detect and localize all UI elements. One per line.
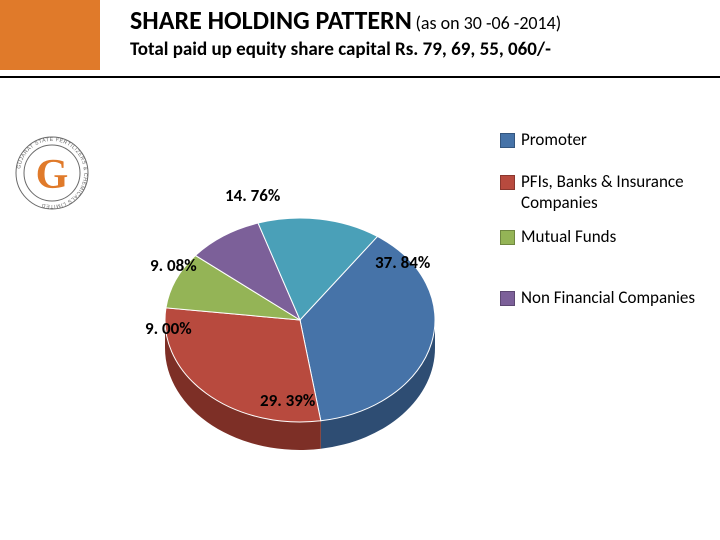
- legend-label: Promoter: [521, 130, 587, 150]
- pie-slice-label: 37. 84%: [375, 252, 430, 273]
- header: SHARE HOLDING PATTERN (as on 30 -06 -201…: [130, 4, 710, 61]
- legend-label: Mutual Funds: [521, 227, 616, 247]
- divider: [0, 76, 720, 78]
- legend-swatch: [500, 133, 515, 148]
- logo-letter: G: [36, 152, 69, 198]
- legend-item: Non Financial Companies: [500, 288, 705, 308]
- legend-item: PFIs, Banks & Insurance Companies: [500, 172, 705, 213]
- pie-slice-label: 9. 00%: [145, 318, 192, 339]
- legend-label: PFIs, Banks & Insurance Companies: [521, 172, 705, 213]
- title-date: (as on 30 -06 -2014): [415, 12, 561, 34]
- subtitle: Total paid up equity share capital Rs. 7…: [130, 38, 710, 61]
- pie-slice-label: 9. 08%: [150, 255, 197, 276]
- company-logo: G GUJARAT STATE FERTILIZERS & CHEMICALS …: [12, 108, 92, 238]
- legend-item: Mutual Funds: [500, 227, 705, 247]
- page-title: SHARE HOLDING PATTERN (as on 30 -06 -201…: [130, 4, 710, 36]
- legend-item: Promoter: [500, 130, 705, 150]
- logo-svg: G GUJARAT STATE FERTILIZERS & CHEMICALS …: [12, 108, 92, 238]
- legend-swatch: [500, 230, 515, 245]
- title-main: SHARE HOLDING PATTERN: [130, 4, 412, 36]
- pie-slice-label: 29. 39%: [260, 390, 315, 411]
- accent-block: [0, 0, 100, 70]
- pie-chart: 37. 84% 29. 39% 9. 00% 9. 08% 14. 76%: [120, 140, 480, 500]
- legend-label: Non Financial Companies: [521, 288, 695, 308]
- legend-swatch: [500, 291, 515, 306]
- legend-swatch: [500, 175, 515, 190]
- slide: SHARE HOLDING PATTERN (as on 30 -06 -201…: [0, 0, 720, 540]
- legend: Promoter PFIs, Banks & Insurance Companie…: [500, 130, 705, 330]
- pie-slice-label: 14. 76%: [225, 185, 280, 206]
